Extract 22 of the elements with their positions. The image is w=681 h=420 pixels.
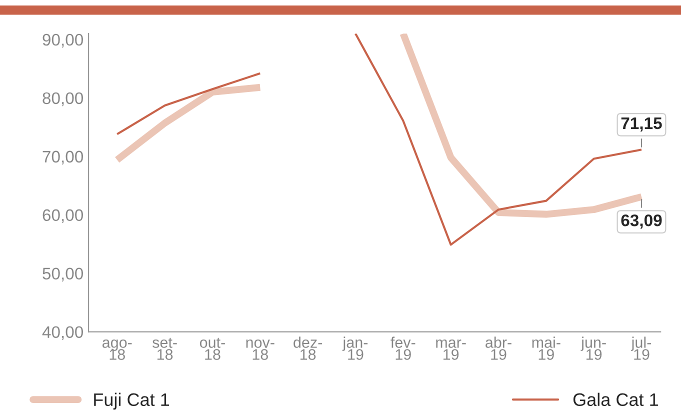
x-tick-label: out- 18 <box>200 338 225 360</box>
x-tick-label: mar- 19 <box>436 340 466 360</box>
y-tick-label: 50,00 <box>42 268 84 282</box>
y-tick-label: 60,00 <box>42 209 84 224</box>
legend-label: Fuji Cat 1 <box>94 392 170 410</box>
data-label: 71,15 <box>621 118 662 132</box>
y-tick-label: 70,00 <box>42 150 84 165</box>
legend-label: Gala Cat 1 <box>573 392 658 406</box>
x-tick-label: abr- 19 <box>486 336 512 360</box>
data-label: 63,09 <box>621 214 662 229</box>
x-tick-label: jun- 19 <box>580 336 606 360</box>
y-tick-label: 90,00 <box>42 34 84 48</box>
x-tick-label: ago- 18 <box>102 340 132 360</box>
x-tick-label: set- 18 <box>152 338 177 360</box>
x-tick-label: dez- 18 <box>294 336 322 360</box>
x-tick-label: mai- 19 <box>532 336 560 360</box>
x-tick-label: fev- 19 <box>390 336 416 360</box>
x-tick-label: jan- 19 <box>342 336 368 360</box>
y-tick-label: 40,00 <box>42 326 84 340</box>
x-tick-label: jul- 19 <box>630 336 652 360</box>
x-tick-label: nov- 18 <box>246 340 274 360</box>
y-tick-label: 80,00 <box>42 92 84 106</box>
